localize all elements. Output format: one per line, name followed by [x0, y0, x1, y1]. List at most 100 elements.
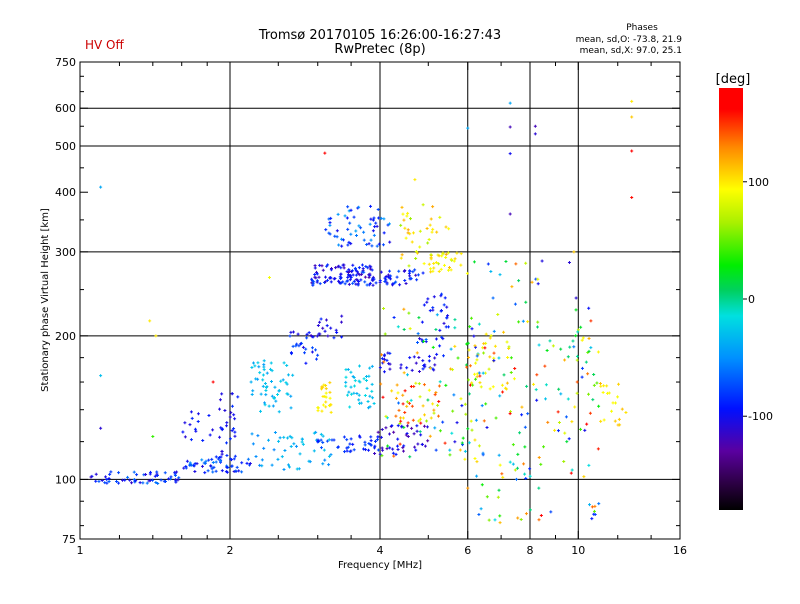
data-point [413, 268, 417, 272]
data-point [311, 282, 315, 286]
data-point [351, 281, 355, 285]
data-point [466, 378, 470, 382]
data-point [539, 462, 543, 466]
data-point [368, 222, 372, 226]
data-point [340, 314, 344, 318]
data-point [449, 257, 453, 261]
data-point [375, 244, 379, 248]
data-point [452, 393, 456, 397]
data-point [601, 391, 605, 395]
data-point [422, 262, 426, 266]
data-point [401, 212, 405, 216]
data-point [133, 479, 137, 483]
data-point [436, 414, 440, 418]
data-point [247, 463, 251, 467]
data-point [537, 518, 541, 522]
data-point [408, 356, 412, 360]
data-point [398, 421, 402, 425]
x-tick-labels: 1 2 4 6 8 10 16 [77, 544, 688, 557]
data-point [214, 455, 218, 459]
data-point [442, 321, 446, 325]
data-point [349, 370, 353, 374]
data-point [524, 512, 528, 516]
data-point [376, 208, 380, 212]
data-point [212, 465, 216, 469]
data-point [357, 224, 361, 228]
data-point [535, 398, 539, 402]
data-point [575, 391, 579, 395]
data-point [365, 242, 369, 246]
data-point [428, 366, 432, 370]
data-point [230, 429, 234, 433]
data-point [570, 468, 574, 472]
data-point [574, 296, 578, 300]
data-point [319, 432, 323, 436]
data-point [474, 418, 478, 422]
data-point [565, 440, 569, 444]
data-point [392, 430, 396, 434]
data-point [267, 276, 271, 280]
data-point [276, 392, 280, 396]
data-point [557, 421, 561, 425]
y-tick-label: 750 [55, 56, 76, 69]
data-point [408, 232, 412, 236]
data-point [357, 398, 361, 402]
data-point [228, 415, 232, 419]
data-point [508, 212, 512, 216]
data-point [403, 411, 407, 415]
data-point [520, 405, 524, 409]
data-point [494, 416, 498, 420]
data-point [575, 380, 579, 384]
data-point [418, 229, 422, 233]
data-point [357, 364, 361, 368]
data-point [512, 377, 516, 381]
data-point [506, 355, 510, 359]
x-tick-label: 8 [527, 544, 534, 557]
data-point [372, 402, 376, 406]
data-point [404, 236, 408, 240]
data-point [370, 382, 374, 386]
data-point [382, 360, 386, 364]
data-point [352, 279, 356, 283]
data-point [421, 367, 425, 371]
data-point [220, 469, 224, 473]
data-point [390, 424, 394, 428]
data-point [347, 268, 351, 272]
data-point [107, 477, 111, 481]
data-point [345, 449, 349, 453]
data-point [374, 281, 378, 285]
data-point [467, 356, 471, 360]
data-point [562, 460, 566, 464]
data-point [322, 448, 326, 452]
data-point [285, 392, 289, 396]
data-point [579, 325, 583, 329]
data-point [321, 326, 325, 330]
data-point [459, 263, 463, 267]
data-point [340, 237, 344, 241]
data-point [406, 434, 410, 438]
data-point [402, 444, 406, 448]
data-point [264, 393, 268, 397]
data-point [323, 151, 327, 155]
data-point [292, 442, 296, 446]
data-point [438, 328, 442, 332]
data-point [324, 405, 328, 409]
data-point [201, 439, 205, 443]
data-point [263, 382, 267, 386]
data-point [329, 403, 333, 407]
data-point [374, 221, 378, 225]
data-point [593, 504, 597, 508]
data-point [318, 282, 322, 286]
data-point [451, 409, 455, 413]
data-point [107, 479, 111, 483]
data-point [208, 433, 212, 437]
data-point [327, 463, 331, 467]
y-axis-label: Stationary phase Virtual Height [km] [40, 208, 51, 392]
data-point [451, 368, 455, 372]
data-point [592, 509, 596, 513]
data-point [342, 266, 346, 270]
data-point [360, 263, 364, 267]
data-point [332, 336, 336, 340]
data-point [523, 425, 527, 429]
data-point [443, 296, 447, 300]
